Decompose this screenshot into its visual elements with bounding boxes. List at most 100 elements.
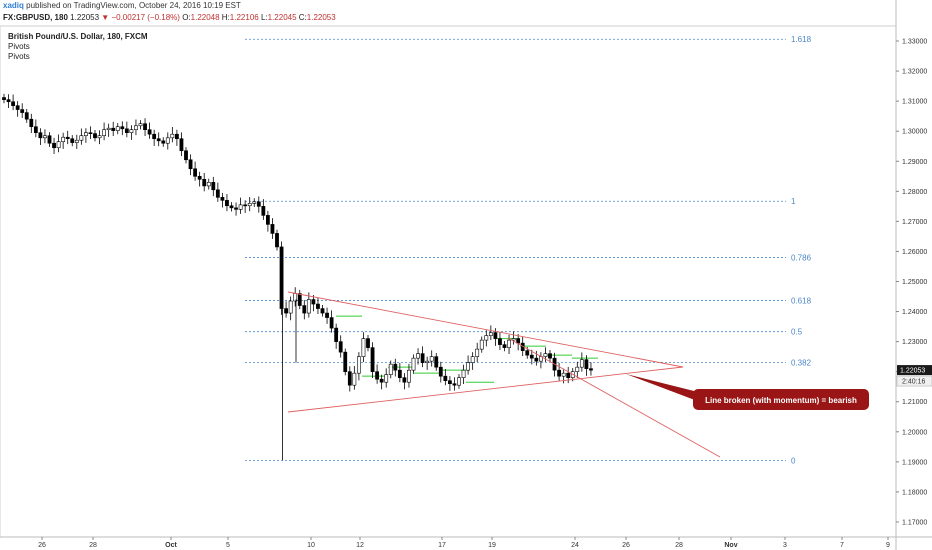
candle-body xyxy=(407,369,411,383)
y-tick-label: 1.20000 xyxy=(902,429,927,436)
candle-body xyxy=(202,179,207,187)
legend-indicator[interactable]: Pivots xyxy=(8,52,30,61)
trend-line[interactable] xyxy=(507,337,721,458)
candle-body xyxy=(188,159,193,170)
fib-level-label: 0.786 xyxy=(791,253,812,262)
last-price: 1.22053 xyxy=(70,13,100,22)
down-arrow-icon: ▼ xyxy=(101,13,110,22)
candle-body xyxy=(529,354,534,359)
candle-body xyxy=(425,360,430,363)
candle-body xyxy=(329,317,334,329)
x-tick-label: 10 xyxy=(307,542,315,549)
candle-body xyxy=(525,350,530,356)
candle-body xyxy=(106,127,111,131)
candle-body xyxy=(24,112,29,120)
candle-body xyxy=(579,359,584,368)
candle-body xyxy=(161,140,166,144)
candle-body xyxy=(243,204,248,207)
y-tick-label: 1.23000 xyxy=(902,339,927,346)
candle-body xyxy=(311,299,316,305)
candle-body xyxy=(33,126,38,134)
legend-indicator[interactable]: Pivots xyxy=(8,42,30,51)
y-tick-label: 1.25000 xyxy=(902,279,927,286)
candle-body xyxy=(143,123,147,131)
open-value: 1.22048 xyxy=(190,13,220,22)
x-tick-label: 17 xyxy=(438,542,446,549)
high-label: H: xyxy=(221,13,230,22)
x-tick-label: 3 xyxy=(783,542,787,549)
candle-body xyxy=(179,138,184,152)
chart-legend: British Pound/U.S. Dollar, 180, FXCM Piv… xyxy=(8,32,148,62)
candle-body xyxy=(38,132,43,139)
candle-body xyxy=(29,118,34,127)
candle-body xyxy=(88,132,93,135)
countdown-tag xyxy=(896,375,932,387)
candle-body xyxy=(511,338,516,341)
candle-body xyxy=(84,132,88,137)
candle-body xyxy=(234,207,238,210)
x-tick-label: 19 xyxy=(488,542,496,549)
candle-body xyxy=(261,206,266,216)
y-tick-label: 1.21000 xyxy=(902,399,927,406)
candle-body xyxy=(297,293,302,306)
trend-line[interactable] xyxy=(287,291,684,368)
candle-body xyxy=(115,126,120,131)
candle-body xyxy=(97,135,102,139)
y-tick-label: 1.33000 xyxy=(902,39,927,46)
fib-level-label: 1 xyxy=(791,197,796,206)
quote-line: FX:GBPUSD, 180 1.22053 ▼ −0.00217 (−0.18… xyxy=(3,12,336,23)
fib-level-label: 0.382 xyxy=(791,358,812,367)
candle-body xyxy=(20,109,25,113)
candle-body xyxy=(361,338,366,357)
candle-body xyxy=(484,335,489,341)
y-tick-label: 1.19000 xyxy=(902,459,927,466)
x-tick-label: Nov xyxy=(724,542,737,549)
candle-body xyxy=(375,371,380,380)
candle-body xyxy=(316,303,320,309)
x-tick-label: 28 xyxy=(675,542,683,549)
author-name[interactable]: xadiq xyxy=(3,1,24,10)
candle-body xyxy=(443,375,448,381)
candle-body xyxy=(548,353,552,359)
candle-body xyxy=(507,339,511,348)
candle-body xyxy=(284,308,289,314)
candle-body xyxy=(320,308,325,314)
candle-body xyxy=(102,129,107,137)
candle-body xyxy=(379,378,384,383)
candle-body xyxy=(393,363,398,371)
annotation-callout[interactable] xyxy=(693,389,869,410)
candle-body xyxy=(589,368,593,371)
candle-body xyxy=(56,141,61,149)
y-tick-label: 1.26000 xyxy=(902,249,927,256)
candle-body xyxy=(402,377,407,383)
candle-body xyxy=(156,138,161,142)
y-tick-label: 1.27000 xyxy=(902,219,927,226)
candle-body xyxy=(384,374,389,383)
candle-body xyxy=(129,129,134,134)
candle-body xyxy=(561,372,566,377)
y-tick-label: 1.17000 xyxy=(902,519,927,526)
candle-body xyxy=(397,369,402,378)
candle-body xyxy=(74,139,79,143)
fib-level-label: 0 xyxy=(791,456,796,465)
low-value: 1.22045 xyxy=(267,13,297,22)
candle-body xyxy=(79,135,84,141)
y-tick-label: 1.31000 xyxy=(902,99,927,106)
publish-info: xadiq published on TradingView.com, Octo… xyxy=(0,0,932,12)
candle-body xyxy=(65,136,70,140)
candle-body xyxy=(15,105,20,110)
annotation-arrow xyxy=(626,374,706,402)
candle-body xyxy=(388,363,393,375)
y-tick-label: 1.30000 xyxy=(902,129,927,136)
candle-body xyxy=(334,327,339,342)
candle-body xyxy=(338,341,343,353)
candle-body xyxy=(275,233,279,248)
candle-body xyxy=(493,332,498,339)
candle-body xyxy=(534,357,539,362)
trend-line[interactable] xyxy=(287,366,684,413)
y-tick-label: 1.29000 xyxy=(902,159,927,166)
candle-body xyxy=(288,300,293,314)
candle-body xyxy=(238,204,243,210)
y-tick-label: 1.28000 xyxy=(902,189,927,196)
